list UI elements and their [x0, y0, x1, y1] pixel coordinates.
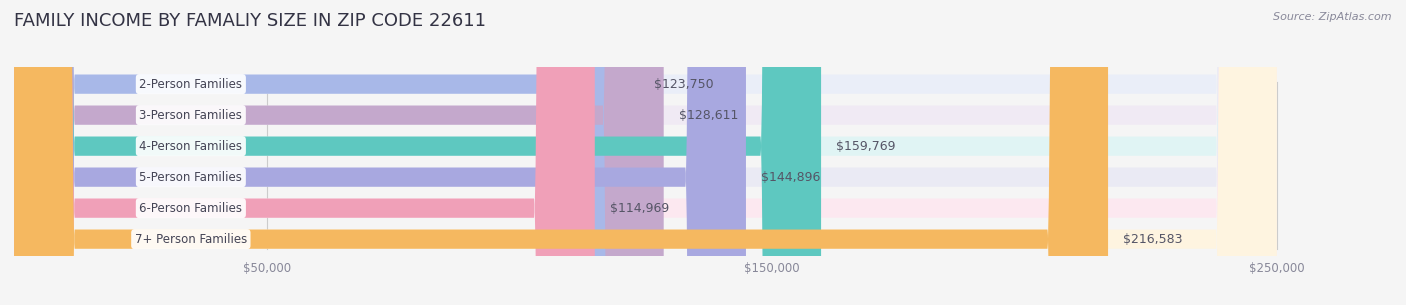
- Text: 6-Person Families: 6-Person Families: [139, 202, 242, 215]
- Text: 4-Person Families: 4-Person Families: [139, 140, 242, 152]
- Text: $128,611: $128,611: [679, 109, 738, 122]
- FancyBboxPatch shape: [14, 0, 1277, 305]
- Text: Source: ZipAtlas.com: Source: ZipAtlas.com: [1274, 12, 1392, 22]
- Text: $216,583: $216,583: [1123, 233, 1182, 246]
- FancyBboxPatch shape: [14, 0, 1277, 305]
- FancyBboxPatch shape: [14, 0, 1277, 305]
- FancyBboxPatch shape: [14, 0, 1277, 305]
- FancyBboxPatch shape: [14, 0, 664, 305]
- Text: $144,896: $144,896: [761, 171, 821, 184]
- Text: 3-Person Families: 3-Person Families: [139, 109, 242, 122]
- FancyBboxPatch shape: [14, 0, 747, 305]
- FancyBboxPatch shape: [14, 0, 821, 305]
- Text: $123,750: $123,750: [654, 78, 714, 91]
- FancyBboxPatch shape: [14, 0, 1108, 305]
- Text: 5-Person Families: 5-Person Families: [139, 171, 242, 184]
- FancyBboxPatch shape: [14, 0, 1277, 305]
- Text: 7+ Person Families: 7+ Person Families: [135, 233, 247, 246]
- FancyBboxPatch shape: [14, 0, 1277, 305]
- FancyBboxPatch shape: [14, 0, 640, 305]
- FancyBboxPatch shape: [14, 0, 595, 305]
- Text: FAMILY INCOME BY FAMALIY SIZE IN ZIP CODE 22611: FAMILY INCOME BY FAMALIY SIZE IN ZIP COD…: [14, 12, 486, 30]
- Text: 2-Person Families: 2-Person Families: [139, 78, 242, 91]
- Text: $114,969: $114,969: [610, 202, 669, 215]
- Text: $159,769: $159,769: [837, 140, 896, 152]
